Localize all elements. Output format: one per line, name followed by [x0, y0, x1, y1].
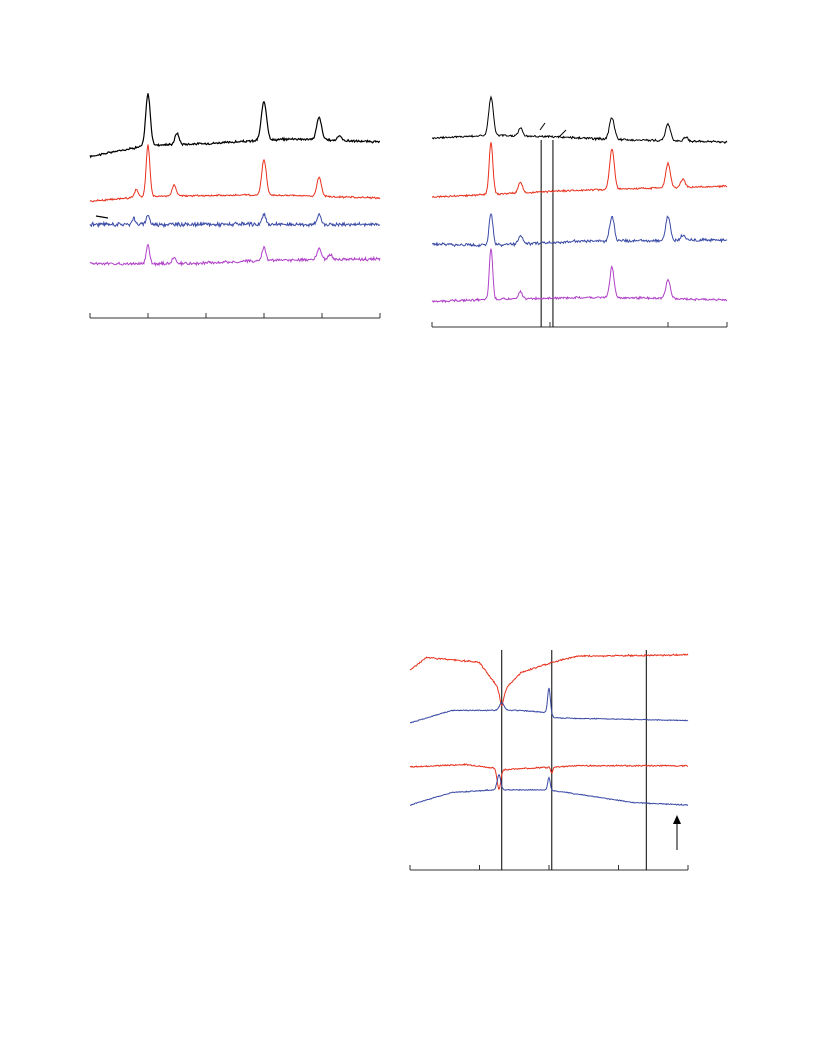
chart-1-series-purple-3 [89, 243, 381, 267]
chart-1-marker [95, 215, 109, 219]
chart-2-break-mark-0 [539, 122, 546, 131]
chart-3-series-red-2 [409, 762, 688, 790]
chart-2-series-blue-2 [431, 212, 728, 248]
chart-2-series-black-0 [431, 95, 728, 145]
chart-2-series-red-1 [431, 142, 728, 199]
chart-3-series-blue-3 [409, 774, 689, 806]
chart-2-series-purple-3 [431, 248, 728, 304]
chart-1-series-blue-2 [89, 212, 381, 229]
chart-3-series-blue-1 [409, 687, 689, 724]
chart-1-series-black-0 [89, 93, 381, 159]
chart-3-panel [409, 650, 689, 871]
chart-3-series-red-0 [409, 653, 689, 707]
chart-3-arrow-head [673, 815, 681, 824]
chart-1-series-red-1 [89, 144, 381, 203]
chart-2-panel [431, 95, 728, 328]
chart-1-panel [89, 93, 381, 319]
